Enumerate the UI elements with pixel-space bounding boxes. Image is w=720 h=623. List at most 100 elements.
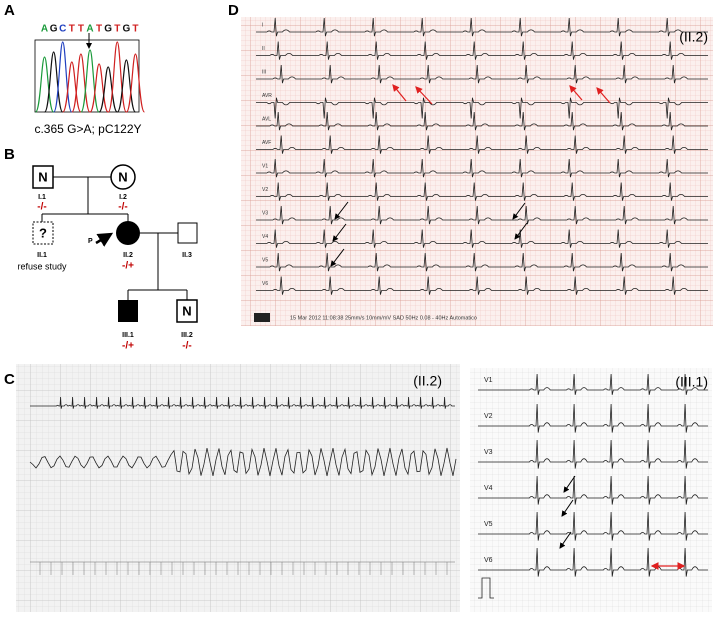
trace <box>256 97 708 119</box>
id: III.2 <box>181 332 193 339</box>
id: III.1 <box>122 332 134 339</box>
lead-label: V1 <box>262 163 268 169</box>
panel-label: C <box>4 371 15 388</box>
base: A <box>86 24 93 35</box>
female <box>110 164 136 190</box>
trace <box>256 64 708 84</box>
note: refuse study <box>17 261 67 271</box>
lead-label: AVL <box>262 116 271 122</box>
base: G <box>122 24 130 35</box>
male <box>32 165 54 189</box>
trace <box>256 229 708 248</box>
lead-label: V5 <box>262 257 268 263</box>
peak <box>34 56 55 113</box>
trace <box>478 403 708 433</box>
id: II.3 <box>182 252 192 259</box>
lead-label: AVR <box>262 93 272 99</box>
mutation: c.365 G>A; pC122Y <box>34 122 141 136</box>
trace <box>256 111 708 131</box>
trace <box>256 135 708 154</box>
subject: (II.2) <box>679 29 708 45</box>
trace <box>256 158 708 178</box>
base: C <box>59 24 66 35</box>
calibration <box>478 577 494 599</box>
black-arrows <box>559 475 576 549</box>
base: A <box>41 24 48 35</box>
trace <box>256 17 708 37</box>
lead-label: V1 <box>484 377 493 384</box>
footer: 15 Mar 2012 11:08:38 25mm/s 10mm/mV SAD … <box>290 315 477 321</box>
peak <box>116 59 136 113</box>
subject: (III.1) <box>675 374 708 390</box>
trace <box>30 396 455 409</box>
trace <box>256 205 708 225</box>
trace <box>478 511 708 541</box>
peak <box>107 41 127 113</box>
male <box>176 299 198 323</box>
id: I.1 <box>38 194 46 201</box>
base: T <box>132 24 138 35</box>
base: T <box>69 24 75 35</box>
lead-label: V3 <box>484 449 493 456</box>
lead-label: V5 <box>484 521 493 528</box>
ecg-grid <box>470 368 712 612</box>
symbol: N <box>118 169 127 184</box>
trace <box>478 373 708 395</box>
genotype: -/- <box>37 202 46 213</box>
symbol: ? <box>39 225 47 240</box>
peak <box>80 49 100 113</box>
lead-label: II <box>262 46 265 52</box>
lead-label: I <box>262 22 263 28</box>
female-affected <box>116 221 140 245</box>
trace <box>29 447 457 477</box>
red-arrows <box>392 84 611 105</box>
id: II.1 <box>37 252 47 259</box>
trace <box>478 475 708 505</box>
lead-label: V4 <box>484 485 493 492</box>
genotype: -/- <box>118 202 127 213</box>
trace <box>256 41 708 60</box>
peak <box>125 53 146 113</box>
peak <box>62 61 82 113</box>
base: G <box>104 24 112 35</box>
panel-label: A <box>4 2 15 19</box>
peak <box>98 66 118 113</box>
lead-label: V6 <box>484 557 493 564</box>
base: T <box>96 24 102 35</box>
trace <box>256 252 708 272</box>
subject: (II.2) <box>413 373 442 389</box>
proband-arrow <box>95 232 114 247</box>
peak <box>71 53 91 113</box>
strip-traces <box>29 396 457 575</box>
base: T <box>78 24 84 35</box>
lead-label: III <box>262 69 266 75</box>
lead-label: V3 <box>262 210 268 216</box>
panel-label: B <box>4 146 15 163</box>
genotype: -/+ <box>122 261 134 272</box>
id: II.2 <box>123 252 133 259</box>
peak <box>89 63 109 113</box>
male <box>32 221 54 245</box>
male <box>177 222 198 244</box>
symbol: N <box>38 169 47 184</box>
base: T <box>114 24 120 35</box>
id: I.2 <box>119 194 127 201</box>
trace <box>256 182 708 201</box>
trace <box>478 439 708 469</box>
chromatogram <box>34 41 146 113</box>
genotype: -/- <box>182 341 191 352</box>
black-arrows <box>330 201 528 267</box>
base: G <box>50 24 58 35</box>
peak <box>53 41 73 113</box>
lead-label: V2 <box>262 187 268 193</box>
lead-label: V2 <box>484 413 493 420</box>
lead-label: V4 <box>262 234 268 240</box>
lead-label: V6 <box>262 281 268 287</box>
calibration <box>254 313 270 322</box>
trace <box>256 276 708 295</box>
symbol: N <box>182 303 191 318</box>
peak <box>44 51 64 113</box>
proband: P <box>88 238 93 245</box>
